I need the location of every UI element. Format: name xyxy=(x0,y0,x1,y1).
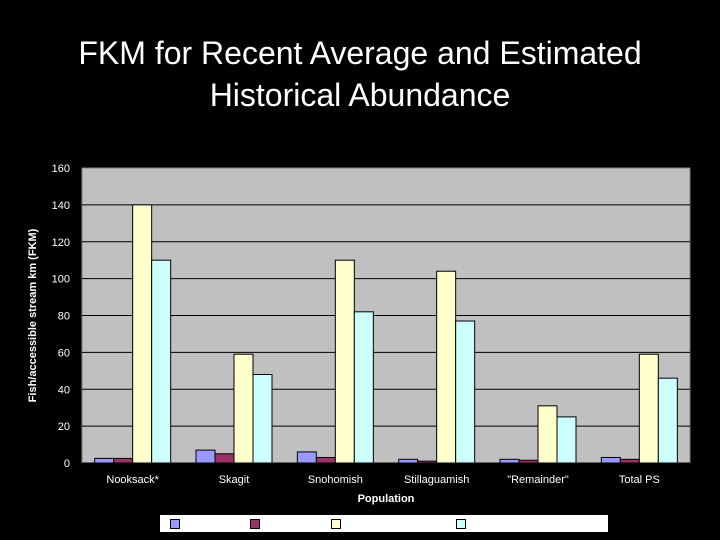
legend-label: 1980-2004 xyxy=(182,518,231,529)
legend-swatch xyxy=(330,518,341,529)
legend-item: 1895 Posterior 5th Percentile xyxy=(456,518,598,529)
x-tick-label: Stillaguamish xyxy=(404,474,469,486)
legend-item: 1980-2004 xyxy=(169,518,231,529)
y-tick-label: 160 xyxy=(52,163,70,175)
slide-title: FKM for Recent Average and Estimated His… xyxy=(0,32,720,116)
y-tick-label: 120 xyxy=(52,237,70,249)
x-tick-label: Nooksack* xyxy=(106,474,159,486)
bar-snohomish-1 xyxy=(315,456,336,464)
bar-skagit-1 xyxy=(214,453,235,464)
bar-snohomish-0 xyxy=(296,451,317,464)
title-line-2: Historical Abundance xyxy=(209,77,511,113)
y-tick-label: 0 xyxy=(64,458,70,470)
y-axis-label: Fish/accessible stream km (FKM) xyxy=(27,228,39,402)
y-tick-label: 100 xyxy=(52,274,70,286)
legend-item: 1895 Posterior Mode xyxy=(330,518,437,529)
bar-skagit-3 xyxy=(252,374,273,464)
y-tick-label: 80 xyxy=(58,311,70,323)
legend-label: 2000-2004 xyxy=(263,518,312,529)
legend-label: 1895 Posterior 5th Percentile xyxy=(469,518,599,529)
bar-remainder-2 xyxy=(537,405,558,464)
legend-item: 2000-2004 xyxy=(250,518,311,529)
bar-remainder-0 xyxy=(499,458,520,464)
x-axis-label: Population xyxy=(358,493,415,505)
bar-stillaguamish-3 xyxy=(455,320,476,464)
bar-snohomish-3 xyxy=(353,311,374,464)
x-tick-label: Snohomish xyxy=(308,474,363,486)
bar-skagit-0 xyxy=(195,449,216,464)
chart-legend: 1980-2004 2000-2004 1895 Posterior Mode 189… xyxy=(160,515,608,532)
y-tick-label: 20 xyxy=(58,421,70,433)
bar-snohomish-2 xyxy=(334,259,355,464)
bar-nooksack-2 xyxy=(132,204,153,464)
x-tick-label: Skagit xyxy=(219,474,250,486)
legend-swatch xyxy=(250,518,261,529)
legend-label: 1895 Posterior Mode xyxy=(343,518,437,529)
legend-swatch xyxy=(169,518,180,529)
bar-skagit-2 xyxy=(233,353,254,464)
bar-totalps-1 xyxy=(619,458,640,464)
title-line-1: FKM for Recent Average and Estimated xyxy=(78,35,642,71)
bar-nooksack-3 xyxy=(151,259,172,464)
bar-totalps-0 xyxy=(600,456,621,464)
bar-nooksack-0 xyxy=(94,457,115,464)
bar-remainder-3 xyxy=(556,416,577,464)
bar-stillaguamish-0 xyxy=(398,458,419,464)
y-tick-label: 40 xyxy=(58,384,70,396)
bar-totalps-3 xyxy=(657,377,678,464)
bar-totalps-2 xyxy=(638,353,659,464)
bar-nooksack-1 xyxy=(113,457,134,464)
x-tick-label: "Remainder" xyxy=(507,474,569,486)
x-tick-label: Total PS xyxy=(619,474,660,486)
y-tick-label: 140 xyxy=(52,200,70,212)
bar-stillaguamish-2 xyxy=(436,270,457,464)
legend-swatch xyxy=(456,518,467,529)
y-tick-label: 60 xyxy=(58,347,70,359)
